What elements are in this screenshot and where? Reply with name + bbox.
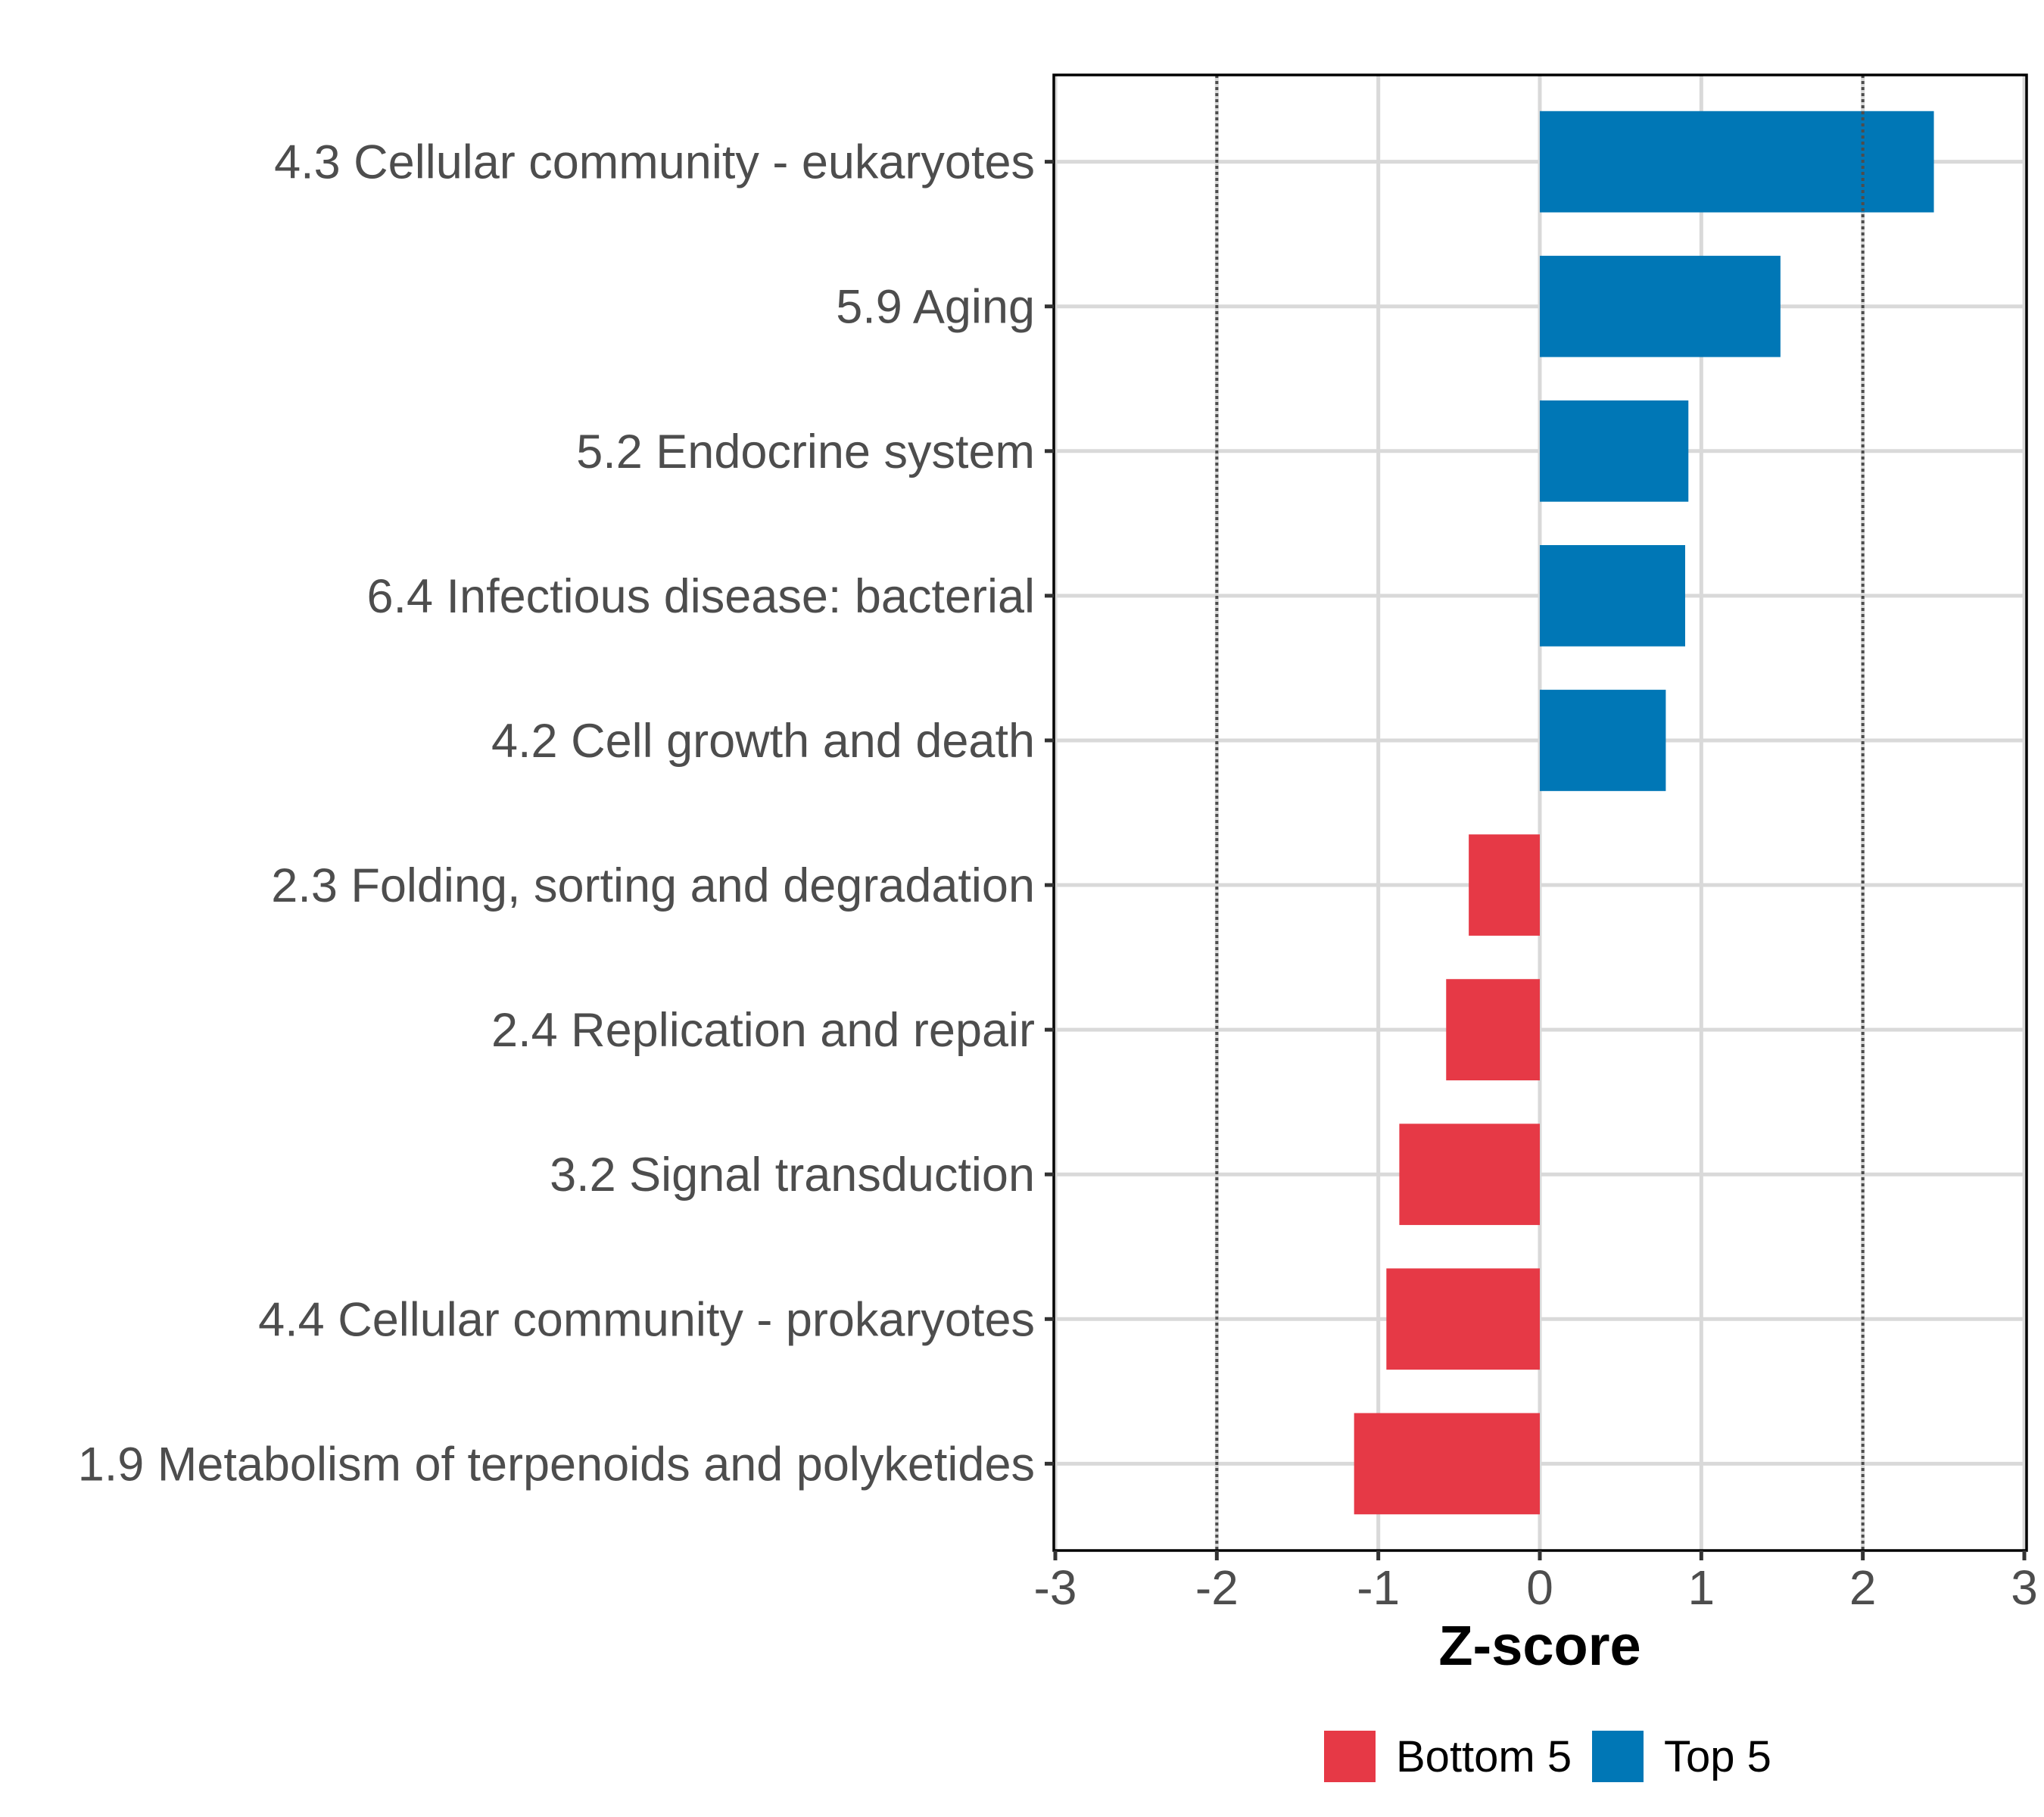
x-tick-label: 3 (2011, 1560, 2038, 1615)
bar-3 (1540, 400, 1689, 502)
category-label: 5.9 Aging (836, 281, 1035, 334)
legend-key-top5 (1592, 1731, 1644, 1782)
category-label: 3.2 Signal transduction (550, 1148, 1035, 1201)
category-label: 1.9 Metabolism of terpenoids and polyket… (78, 1438, 1035, 1491)
y-axis: 4.3 Cellular community - eukaryotes 5.9 A… (78, 136, 1054, 1491)
bar-7 (1446, 979, 1540, 1080)
legend-label: Bottom 5 (1396, 1732, 1572, 1781)
bar-8 (1399, 1124, 1540, 1226)
bar-9 (1386, 1268, 1540, 1370)
bar-layer (1354, 111, 1934, 1515)
x-tick-label: 2 (1849, 1560, 1877, 1615)
legend-label: Top 5 (1664, 1732, 1771, 1781)
bar-10 (1354, 1413, 1540, 1515)
category-label: 4.2 Cell growth and death (491, 715, 1035, 768)
category-label: 4.4 Cellular community - prokaryotes (258, 1293, 1035, 1346)
category-label: 4.3 Cellular community - eukaryotes (274, 136, 1035, 189)
legend: Bottom 5 Top 5 (1324, 1731, 1771, 1782)
x-tick-label: -3 (1034, 1560, 1077, 1615)
bar-1 (1540, 111, 1934, 213)
bar-5 (1540, 690, 1666, 791)
bar-6 (1469, 834, 1540, 936)
category-label: 6.4 Infectious disease: bacterial (366, 570, 1035, 623)
bar-2 (1540, 255, 1781, 357)
legend-key-bottom5 (1324, 1731, 1376, 1782)
reference-lines (1215, 75, 1865, 1551)
x-tick-label: 0 (1526, 1560, 1553, 1615)
category-label: 2.4 Replication and repair (491, 1004, 1035, 1057)
x-tick-label: -2 (1195, 1560, 1239, 1615)
x-tick-label: 1 (1688, 1560, 1715, 1615)
category-label: 5.2 Endocrine system (576, 425, 1035, 478)
category-label: 2.3 Folding, sorting and degradation (271, 859, 1035, 912)
bar-4 (1540, 545, 1685, 647)
x-axis: -3 -2 -1 0 1 2 3 (1034, 1551, 2038, 1615)
x-axis-title: Z-score (1438, 1614, 1640, 1677)
x-tick-label: -1 (1357, 1560, 1400, 1615)
